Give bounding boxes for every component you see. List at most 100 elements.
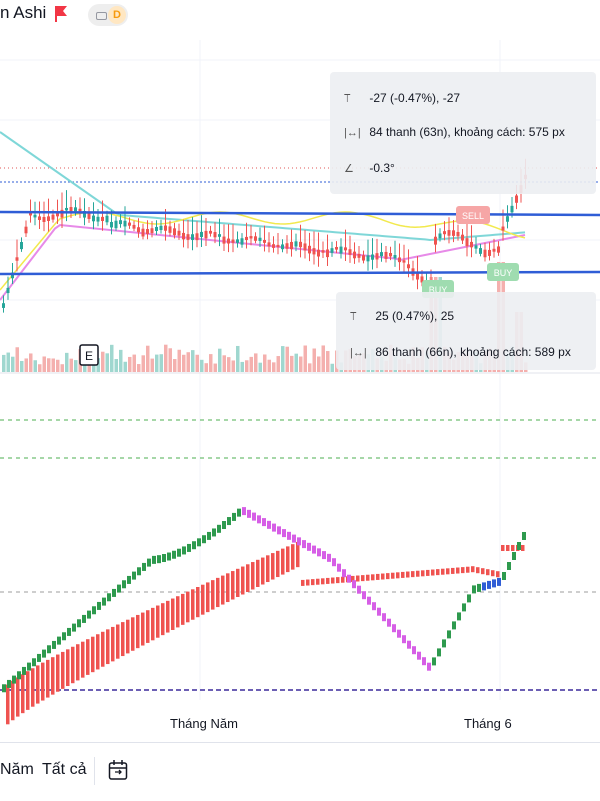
oscillator-point <box>47 645 51 654</box>
histogram-bar <box>256 559 260 587</box>
histogram-bar <box>196 587 200 618</box>
candle-body <box>258 237 262 241</box>
oscillator-point <box>397 629 401 638</box>
histogram-bar <box>26 671 30 710</box>
volume-bar <box>321 345 325 372</box>
earnings-marker-label: E <box>85 349 93 363</box>
volume-bar <box>29 353 33 372</box>
candle-body <box>344 247 347 251</box>
chart-canvas[interactable]: SELL BUY BUY E <box>0 0 600 740</box>
volume-bar <box>290 355 294 372</box>
oscillator-point <box>307 542 311 551</box>
candle-body <box>420 276 424 283</box>
candle-body <box>218 234 221 237</box>
candle-body <box>416 272 419 280</box>
volume-bar <box>137 364 141 372</box>
candle-body <box>33 214 37 218</box>
histogram-bar <box>421 570 425 577</box>
oscillator-point <box>37 653 41 662</box>
histogram-bar <box>386 573 390 580</box>
flag-icon[interactable] <box>54 5 68 23</box>
volume-bar <box>56 359 60 372</box>
volume-bar <box>308 363 312 372</box>
oscillator-point <box>482 582 486 591</box>
price-range-icon: ⟙ <box>350 311 357 323</box>
volume-bar <box>209 354 213 372</box>
candle-body <box>272 244 275 248</box>
measure-angle: -0.3° <box>369 161 395 175</box>
toggle-icon <box>96 12 107 20</box>
oscillator-point <box>342 569 346 578</box>
histogram-bar <box>376 573 380 580</box>
oscillator-point <box>302 540 306 549</box>
candle-body <box>83 210 86 218</box>
oscillator-point <box>82 614 86 623</box>
measure-price-change: -27 (-0.47%), -27 <box>369 91 461 105</box>
histogram-bar <box>416 570 420 577</box>
candle-body <box>56 212 59 217</box>
volume-bar <box>213 363 217 372</box>
histogram-bar <box>326 577 330 584</box>
histogram-bar <box>96 634 100 670</box>
chart-header: n Ashi D <box>0 0 600 32</box>
oscillator-point <box>472 585 476 594</box>
calendar-icon[interactable] <box>108 759 128 781</box>
x-axis-label: Tháng Năm <box>170 716 238 731</box>
oscillator-point <box>72 623 76 632</box>
timeframe-year-button[interactable]: Năm <box>0 761 34 778</box>
histogram-bar <box>221 575 225 605</box>
candle-body <box>65 207 68 211</box>
oscillator-point <box>332 558 336 567</box>
symbol-title[interactable]: n Ashi <box>0 3 47 22</box>
oscillator-point <box>177 548 181 557</box>
oscillator-point <box>42 649 46 658</box>
candle-body <box>186 234 190 240</box>
candle-body <box>204 230 208 239</box>
oscillator-point <box>362 591 366 600</box>
histogram-bar <box>191 589 195 620</box>
oscillator-point <box>7 679 11 688</box>
candle-body <box>164 225 167 231</box>
volume-bar <box>177 349 181 372</box>
histogram-bar <box>286 546 290 573</box>
candle-body <box>465 238 469 247</box>
volume-bar <box>155 354 159 372</box>
candle-body <box>119 220 122 225</box>
candle-body <box>110 221 113 228</box>
candle-body <box>470 241 473 248</box>
oscillator-point <box>182 546 186 555</box>
candle-body <box>461 234 464 241</box>
histogram-bar <box>521 545 525 551</box>
candle-body <box>267 242 271 247</box>
oscillator-point <box>197 538 201 547</box>
histogram-bar <box>146 610 150 643</box>
volume-bar <box>312 348 316 372</box>
candle-body <box>74 207 77 212</box>
oscillator-point <box>292 534 296 543</box>
oscillator-point <box>202 535 206 544</box>
histogram-bar <box>506 545 510 551</box>
oscillator-point <box>507 562 511 570</box>
candle-body <box>384 251 388 259</box>
x-axis-label: Tháng 6 <box>464 716 512 731</box>
volume-bar <box>240 361 244 372</box>
histogram-bar <box>111 626 115 662</box>
volume-bar <box>69 358 73 372</box>
volume-bar <box>6 352 10 372</box>
histogram-bar <box>341 576 345 583</box>
candle-body <box>510 205 514 213</box>
candle-body <box>96 216 100 222</box>
histogram-bar <box>276 550 280 578</box>
oscillator-point <box>107 593 111 602</box>
timeframe-all-button[interactable]: Tất cả <box>42 761 87 778</box>
oscillator-point <box>312 545 316 554</box>
bar-range-icon: |↔| <box>350 347 367 359</box>
volume-bar <box>24 358 28 372</box>
histogram-bar <box>311 579 315 586</box>
histogram-bar <box>431 569 435 576</box>
candle-body <box>249 236 253 239</box>
histogram-bar <box>501 545 505 551</box>
status-pill[interactable]: D <box>88 4 128 26</box>
histogram-bar <box>31 668 35 707</box>
oscillator-point <box>77 619 81 628</box>
